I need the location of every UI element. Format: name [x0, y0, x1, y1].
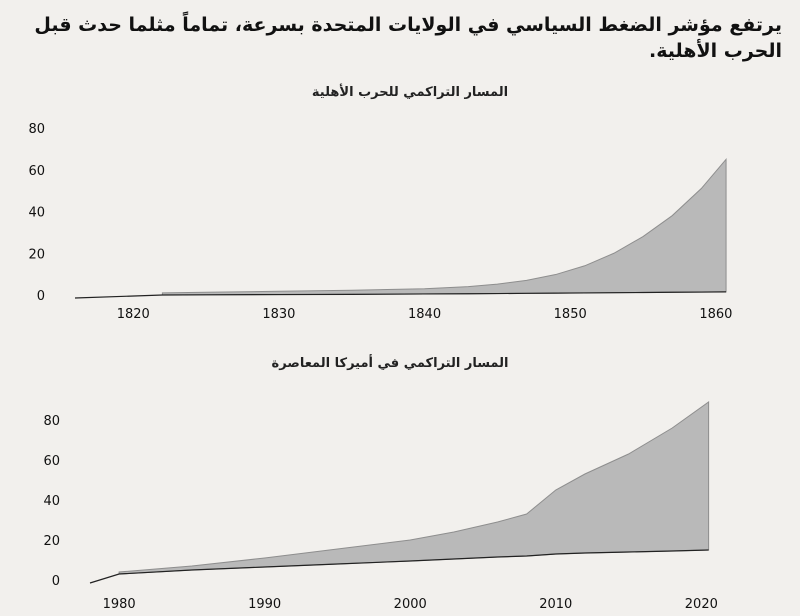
y-tick-label: 40: [43, 494, 60, 509]
y-tick-label: 20: [28, 247, 45, 262]
y-tick-label: 0: [52, 574, 60, 589]
x-tick-label: 1980: [103, 597, 136, 612]
x-tick-label: 2020: [685, 597, 718, 612]
baseline-line-1: [89, 549, 709, 584]
y-tick-label: 0: [37, 289, 45, 304]
x-tick-label: 1860: [699, 307, 732, 322]
x-tick-label: 2010: [539, 597, 572, 612]
chart-title-civil-war: المسار التراكمي للحرب الأهلية: [311, 85, 509, 100]
x-tick-label: 1850: [554, 307, 587, 322]
y-tick-label: 60: [28, 164, 45, 179]
baseline-line-0: [74, 291, 727, 299]
y-tick-label: 80: [28, 122, 45, 137]
x-tick-label: 1830: [262, 307, 295, 322]
x-tick-label: 1840: [408, 307, 441, 322]
x-tick-label: 2000: [394, 597, 427, 612]
x-tick-label: 1820: [117, 307, 150, 322]
x-tick-label: 1990: [248, 597, 281, 612]
y-tick-label: 20: [43, 534, 60, 549]
y-tick-label: 60: [43, 454, 60, 469]
area-series-1: [118, 401, 710, 575]
y-tick-label: 40: [28, 206, 45, 221]
page-headline: يرتفع مؤشر الضغط السياسي في الولايات الم…: [34, 14, 782, 62]
y-tick-label: 80: [43, 414, 60, 429]
chart-title-modern-america: المسار التراكمي في أميركا المعاصرة: [271, 356, 509, 371]
